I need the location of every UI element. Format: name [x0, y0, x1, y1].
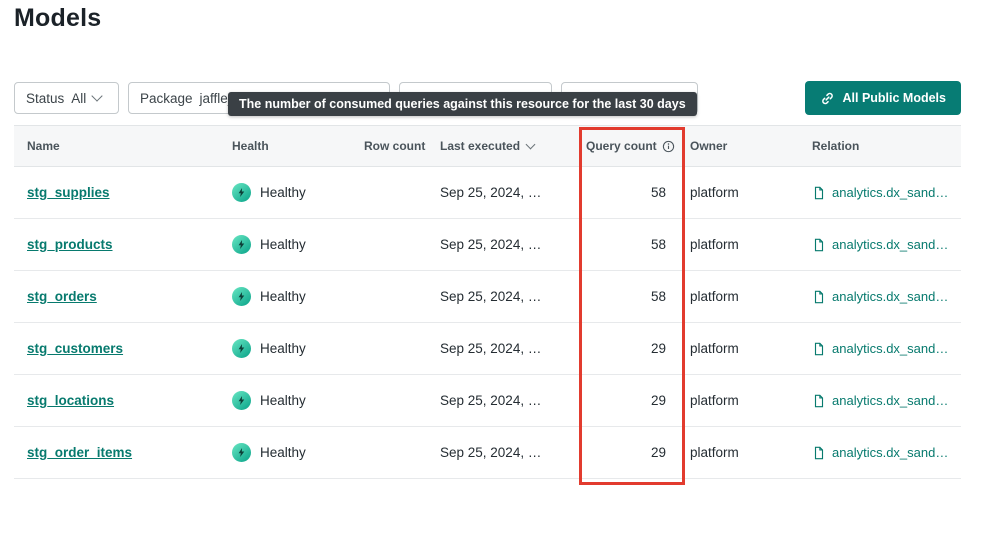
- document-icon: [812, 290, 826, 304]
- relation-link[interactable]: analytics.dx_sand…: [812, 393, 948, 408]
- health-label: Healthy: [260, 341, 306, 356]
- package-filter-value: jaffle_: [199, 90, 236, 106]
- status-filter-value: All: [71, 90, 87, 106]
- health-badge: Healthy: [232, 443, 306, 462]
- column-header-last-executed[interactable]: Last executed: [440, 139, 586, 153]
- document-icon: [812, 238, 826, 252]
- lightning-bolt-icon: [232, 287, 251, 306]
- document-icon: [812, 342, 826, 356]
- relation-label: analytics.dx_sand…: [832, 341, 949, 356]
- last-executed-value: Sep 25, 2024, …: [440, 289, 542, 304]
- column-header-relation: Relation: [812, 139, 860, 153]
- query-count-value: 29: [650, 393, 666, 408]
- relation-label: analytics.dx_sand…: [832, 445, 949, 460]
- table-row: stg_customers Healthy Sep 25, 2024, … 29…: [14, 323, 961, 375]
- relation-label: analytics.dx_sand…: [832, 393, 949, 408]
- query-count-value: 58: [650, 237, 666, 252]
- model-link[interactable]: stg_customers: [27, 341, 124, 356]
- document-icon: [812, 394, 826, 408]
- model-link[interactable]: stg_locations: [27, 393, 115, 408]
- owner-value: platform: [690, 237, 739, 252]
- relation-link[interactable]: analytics.dx_sand…: [812, 445, 948, 460]
- model-link[interactable]: stg_products: [27, 237, 113, 252]
- health-label: Healthy: [260, 185, 306, 200]
- relation-link[interactable]: analytics.dx_sand…: [812, 185, 948, 200]
- all-public-models-button[interactable]: All Public Models: [804, 81, 961, 115]
- health-badge: Healthy: [232, 183, 306, 202]
- relation-label: analytics.dx_sand…: [832, 289, 949, 304]
- last-executed-value: Sep 25, 2024, …: [440, 237, 542, 252]
- lightning-bolt-icon: [232, 235, 251, 254]
- owner-value: platform: [690, 445, 739, 460]
- column-header-name: Name: [27, 139, 60, 153]
- link-icon: [820, 91, 835, 106]
- chevron-down-icon: [91, 90, 103, 102]
- table-row: stg_supplies Healthy Sep 25, 2024, … 58 …: [14, 167, 961, 219]
- health-badge: Healthy: [232, 339, 306, 358]
- relation-label: analytics.dx_sand…: [832, 185, 949, 200]
- model-link[interactable]: stg_order_items: [27, 445, 133, 460]
- document-icon: [812, 446, 826, 460]
- table-header-row: Name Health Row count Last executed Quer…: [14, 125, 961, 167]
- table-row: stg_orders Healthy Sep 25, 2024, … 58 pl…: [14, 271, 961, 323]
- owner-value: platform: [690, 341, 739, 356]
- table-row: stg_order_items Healthy Sep 25, 2024, … …: [14, 427, 961, 479]
- column-header-owner: Owner: [690, 139, 728, 153]
- health-badge: Healthy: [232, 235, 306, 254]
- health-badge: Healthy: [232, 287, 306, 306]
- all-public-models-label: All Public Models: [842, 91, 947, 105]
- models-table: Name Health Row count Last executed Quer…: [14, 125, 961, 479]
- owner-value: platform: [690, 185, 739, 200]
- last-executed-value: Sep 25, 2024, …: [440, 341, 542, 356]
- column-header-last-executed-label: Last executed: [440, 139, 521, 153]
- relation-label: analytics.dx_sand…: [832, 237, 949, 252]
- column-header-row-count: Row count: [364, 139, 426, 153]
- query-count-value: 58: [650, 185, 666, 200]
- page-title: Models: [14, 4, 102, 32]
- query-count-value: 29: [650, 445, 666, 460]
- query-count-tooltip: The number of consumed queries against t…: [228, 92, 697, 116]
- health-label: Healthy: [260, 289, 306, 304]
- model-link[interactable]: stg_supplies: [27, 185, 110, 200]
- status-filter-label: Status: [26, 90, 65, 106]
- relation-link[interactable]: analytics.dx_sand…: [812, 341, 948, 356]
- document-icon: [812, 186, 826, 200]
- lightning-bolt-icon: [232, 183, 251, 202]
- owner-value: platform: [690, 289, 739, 304]
- last-executed-value: Sep 25, 2024, …: [440, 445, 542, 460]
- lightning-bolt-icon: [232, 391, 251, 410]
- health-badge: Healthy: [232, 391, 306, 410]
- last-executed-value: Sep 25, 2024, …: [440, 185, 542, 200]
- query-count-value: 29: [650, 341, 666, 356]
- last-executed-value: Sep 25, 2024, …: [440, 393, 542, 408]
- health-label: Healthy: [260, 237, 306, 252]
- table-row: stg_locations Healthy Sep 25, 2024, … 29…: [14, 375, 961, 427]
- health-label: Healthy: [260, 393, 306, 408]
- model-link[interactable]: stg_orders: [27, 289, 97, 304]
- info-icon[interactable]: [662, 140, 675, 153]
- relation-link[interactable]: analytics.dx_sand…: [812, 289, 948, 304]
- relation-link[interactable]: analytics.dx_sand…: [812, 237, 948, 252]
- lightning-bolt-icon: [232, 339, 251, 358]
- column-header-health: Health: [232, 139, 269, 153]
- package-filter-label: Package: [140, 90, 193, 106]
- status-filter-dropdown[interactable]: Status All: [14, 82, 119, 114]
- column-header-query-count: Query count: [586, 139, 678, 153]
- lightning-bolt-icon: [232, 443, 251, 462]
- owner-value: platform: [690, 393, 739, 408]
- query-count-value: 58: [650, 289, 666, 304]
- table-row: stg_products Healthy Sep 25, 2024, … 58 …: [14, 219, 961, 271]
- column-header-query-count-label: Query count: [586, 139, 657, 153]
- sort-chevron-icon: [525, 139, 536, 150]
- health-label: Healthy: [260, 445, 306, 460]
